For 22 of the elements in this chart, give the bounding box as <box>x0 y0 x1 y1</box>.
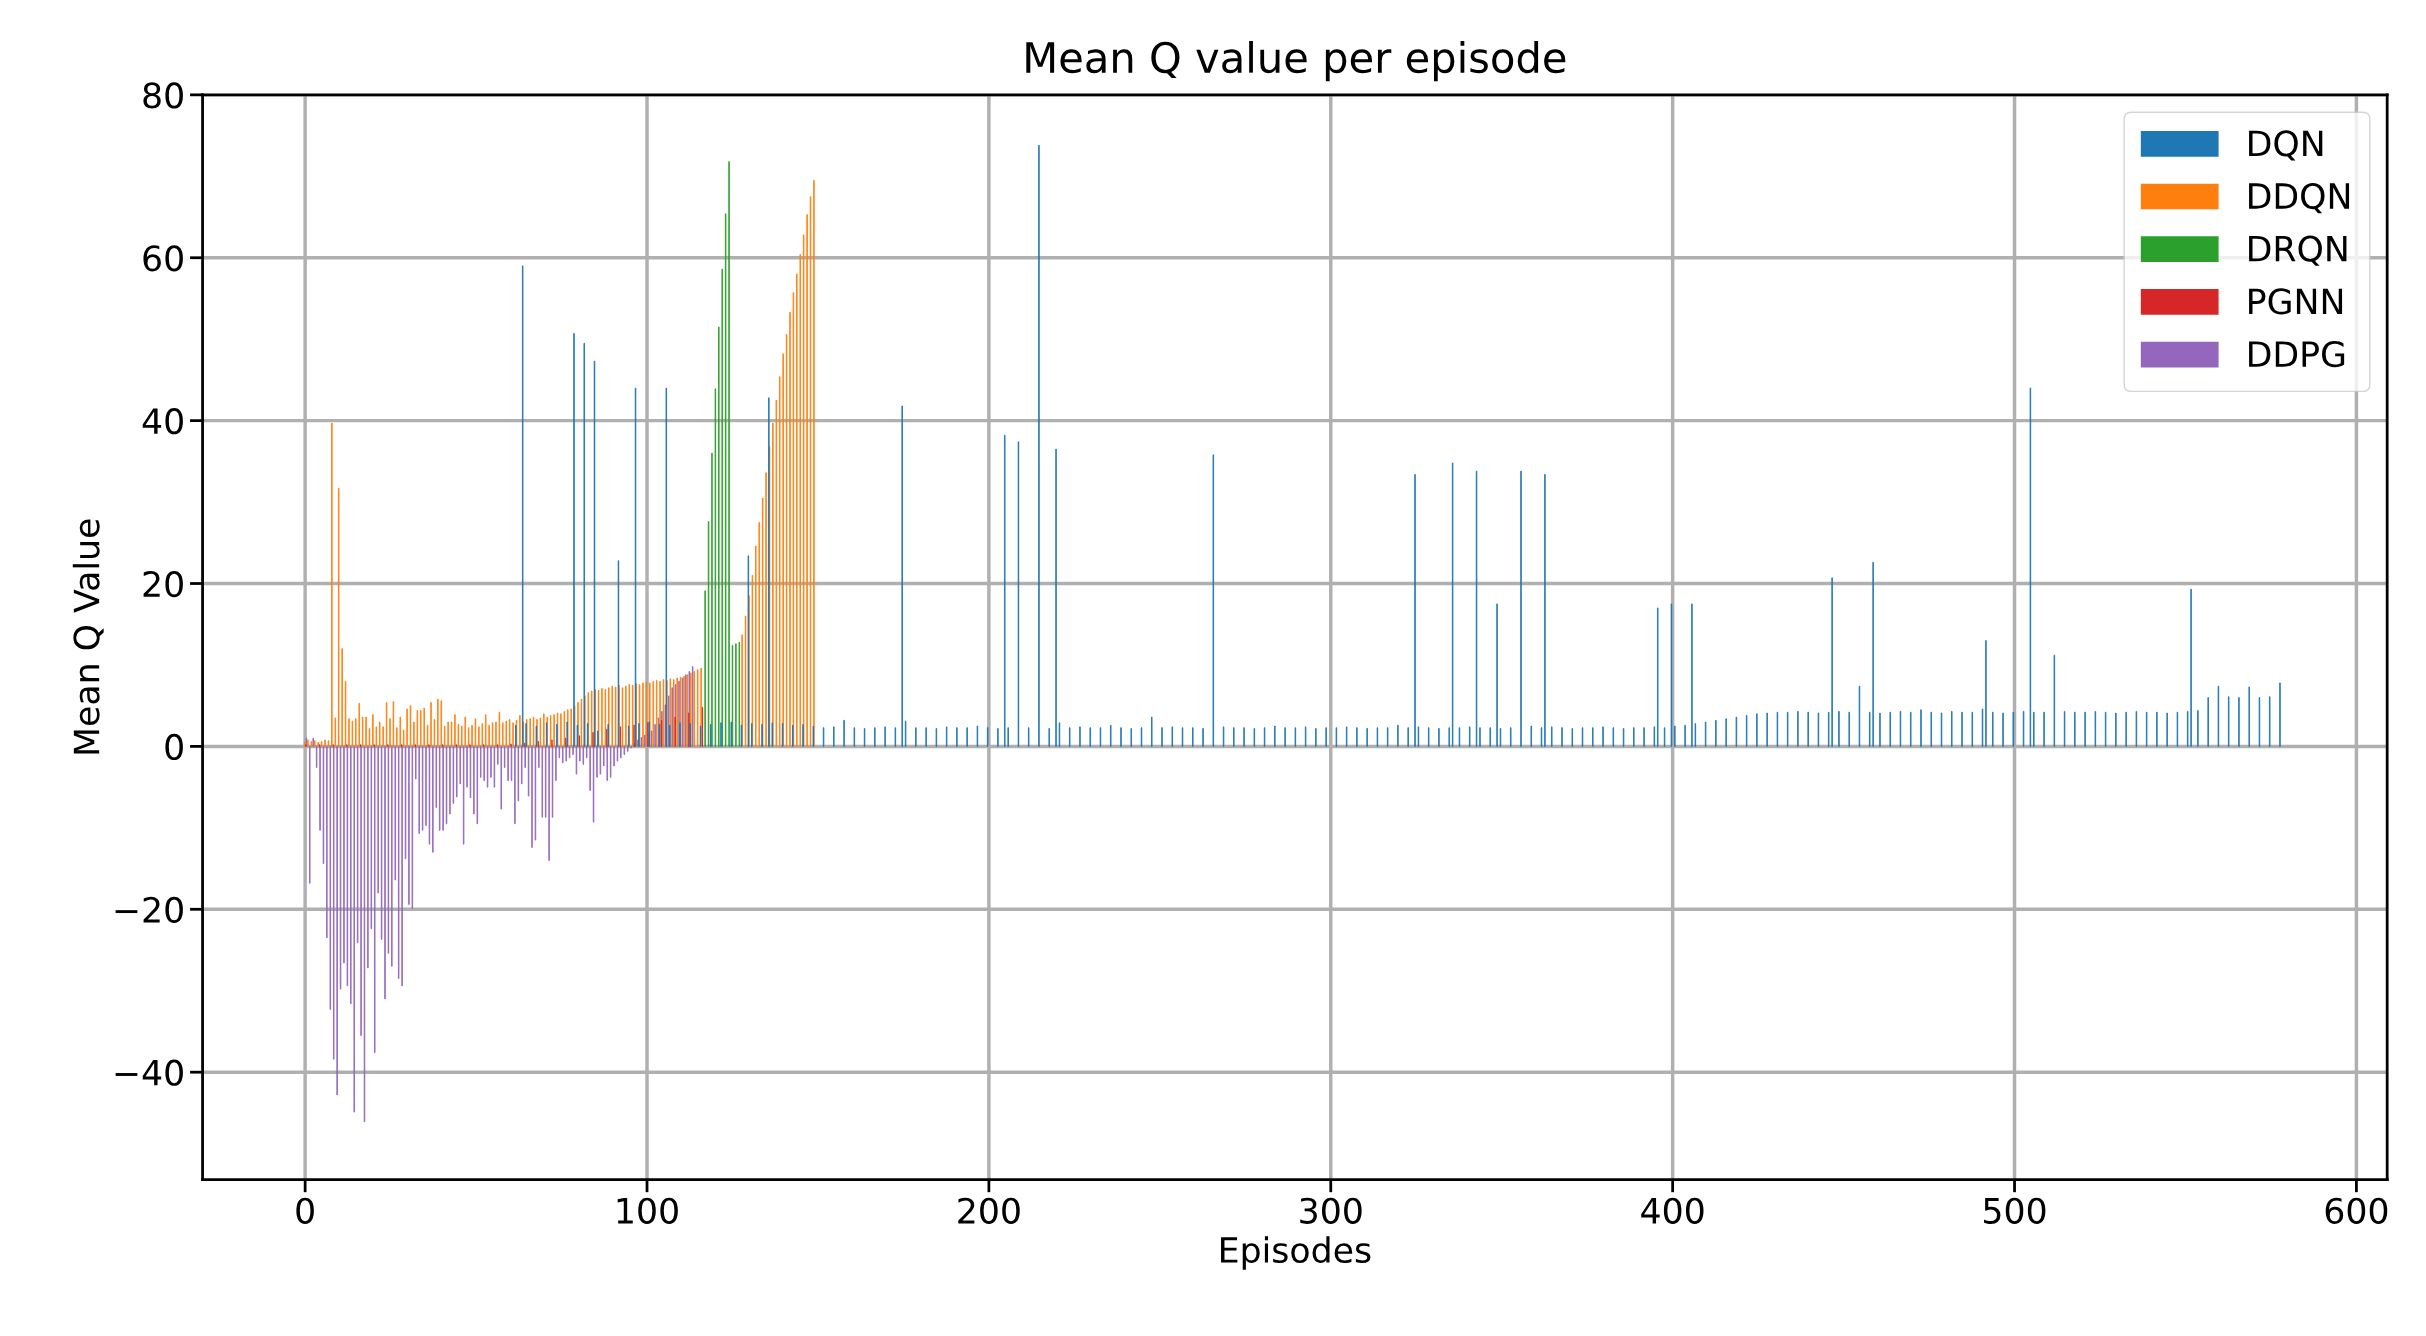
legend-label: PGNN <box>2249 288 2343 315</box>
x-tick-label: 300 <box>1300 1197 1362 1224</box>
y-tick-label: −40 <box>115 1059 183 1086</box>
x-axis-title: Episodes <box>1221 1236 1371 1270</box>
legend-label: DRQN <box>2249 235 2347 266</box>
y-tick-label: 20 <box>143 570 183 598</box>
legend-label: DDPG <box>2249 341 2345 368</box>
x-tick-label: 100 <box>617 1197 678 1224</box>
legend-label: DQN <box>2249 130 2323 161</box>
y-tick-label: 80 <box>143 82 183 109</box>
x-tick-label: 200 <box>958 1197 1020 1224</box>
y-tick-label: 0 <box>165 733 183 761</box>
y-axis-title: Mean Q Value <box>72 519 104 754</box>
legend-label: DDQN <box>2249 182 2350 214</box>
x-tick-label: 600 <box>2325 1197 2388 1224</box>
y-tick-label: 60 <box>143 245 183 272</box>
chart-title: Mean Q value per episode <box>1026 40 1566 82</box>
y-tick-label: 40 <box>142 408 183 435</box>
x-tick-label: 0 <box>296 1197 314 1224</box>
x-tick-label: 400 <box>1641 1197 1704 1224</box>
y-tick-label: −20 <box>115 896 183 923</box>
x-tick-label: 500 <box>1984 1197 2046 1224</box>
